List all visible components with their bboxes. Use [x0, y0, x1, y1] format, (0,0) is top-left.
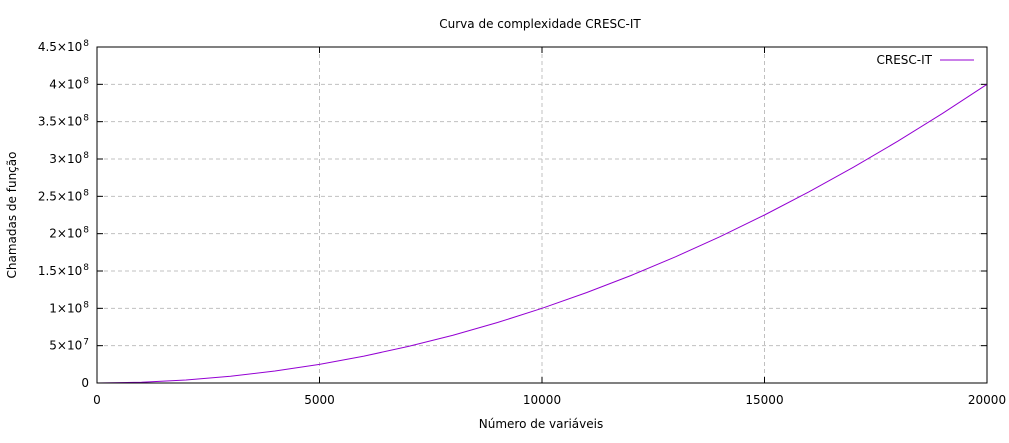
y-tick-label-mantissa: 3.5×10 — [38, 115, 82, 129]
y-tick-label-mantissa: 5×10 — [49, 339, 82, 353]
y-tick-label-mantissa: 2×10 — [49, 227, 82, 241]
y-tick-label-exponent: 7 — [83, 338, 89, 348]
y-tick-label: 2.5×108 — [38, 188, 89, 203]
y-tick-label: 5×107 — [49, 338, 89, 353]
y-tick-label-exponent: 8 — [83, 226, 89, 236]
y-tick-label-exponent: 8 — [83, 300, 89, 310]
y-tick-label: 1×108 — [49, 300, 89, 315]
y-tick-label-exponent: 8 — [83, 263, 89, 273]
chart-title: Curva de complexidade CRESC-IT — [439, 17, 641, 31]
y-axis-label: Chamadas de função — [5, 152, 19, 279]
y-tick-label-exponent: 8 — [83, 114, 89, 124]
y-tick-label: 2×108 — [49, 226, 89, 241]
x-tick-label: 10000 — [523, 393, 561, 407]
series-line-cresc-it — [96, 83, 988, 384]
y-tick-labels: 05×1071×1081.5×1082×1082.5×1083×1083.5×1… — [38, 39, 89, 390]
y-tick-label-mantissa: 2.5×10 — [38, 189, 82, 203]
x-tick-label: 15000 — [745, 393, 783, 407]
y-tick-label-mantissa: 1.5×10 — [38, 264, 82, 278]
y-tick-label-mantissa: 3×10 — [49, 152, 82, 166]
legend-label-cresc-it: CRESC-IT — [877, 53, 933, 67]
grid-lines — [97, 47, 987, 383]
y-tick-label-mantissa: 4×10 — [49, 77, 82, 91]
y-tick-label-mantissa: 0 — [81, 376, 89, 390]
y-tick-label: 0 — [81, 376, 89, 390]
x-axis-label: Número de variáveis — [479, 417, 603, 431]
y-tick-label-exponent: 8 — [83, 151, 89, 161]
x-tick-label: 0 — [93, 393, 101, 407]
legend: CRESC-IT — [877, 53, 974, 67]
y-tick-label: 1.5×108 — [38, 263, 89, 278]
y-tick-label-mantissa: 1×10 — [49, 301, 82, 315]
x-tick-labels: 0 5000 10000 15000 20000 — [93, 393, 1006, 407]
y-tick-label-exponent: 8 — [83, 39, 89, 49]
x-tick-label: 5000 — [304, 393, 335, 407]
series-layer — [96, 83, 988, 384]
y-tick-label: 3.5×108 — [38, 114, 89, 129]
y-tick-label-exponent: 8 — [83, 76, 89, 86]
y-tick-label: 4×108 — [49, 76, 89, 91]
y-tick-label-exponent: 8 — [83, 188, 89, 198]
plot-frame — [96, 46, 988, 384]
y-tick-label: 4.5×108 — [38, 39, 89, 54]
x-tick-label: 20000 — [968, 393, 1006, 407]
y-tick-label: 3×108 — [49, 151, 89, 166]
y-tick-label-mantissa: 4.5×10 — [38, 40, 82, 54]
